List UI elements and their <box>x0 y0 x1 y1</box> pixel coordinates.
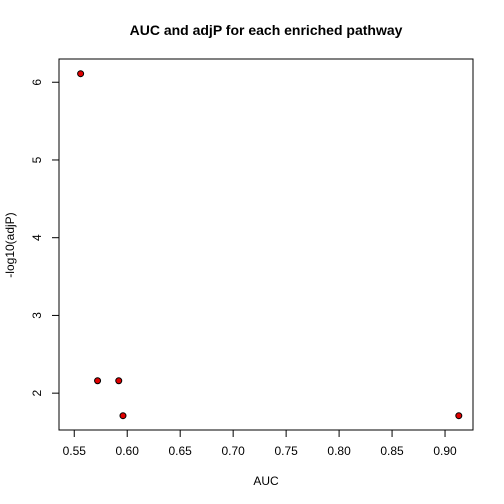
y-tick-label: 6 <box>30 79 44 86</box>
y-tick-label: 2 <box>30 390 44 397</box>
x-tick-label: 0.60 <box>116 444 140 458</box>
data-point <box>455 412 463 420</box>
x-axis-label: AUC <box>253 474 279 488</box>
y-axis: 2 3 4 5 6 <box>30 79 60 397</box>
data-point <box>115 377 123 385</box>
y-tick-label: 3 <box>30 312 44 319</box>
x-tick-label: 0.75 <box>274 444 298 458</box>
x-tick-label: 0.90 <box>433 444 457 458</box>
data-point <box>77 70 85 78</box>
chart-title: AUC and adjP for each enriched pathway <box>130 22 403 38</box>
x-tick-label: 0.65 <box>169 444 193 458</box>
data-points <box>77 70 463 420</box>
data-point <box>119 412 127 420</box>
x-tick-label: 0.85 <box>380 444 404 458</box>
plot-area <box>58 58 474 431</box>
x-tick-label: 0.80 <box>327 444 351 458</box>
y-tick-label: 5 <box>30 156 44 163</box>
y-axis-label: -log10(adjP) <box>3 212 17 277</box>
y-tick-label: 4 <box>30 234 44 241</box>
data-point <box>94 377 102 385</box>
x-tick-label: 0.70 <box>221 444 245 458</box>
x-axis: 0.55 0.60 0.65 0.70 0.75 0.80 0.85 0.90 <box>63 429 457 458</box>
x-tick-label: 0.55 <box>63 444 87 458</box>
